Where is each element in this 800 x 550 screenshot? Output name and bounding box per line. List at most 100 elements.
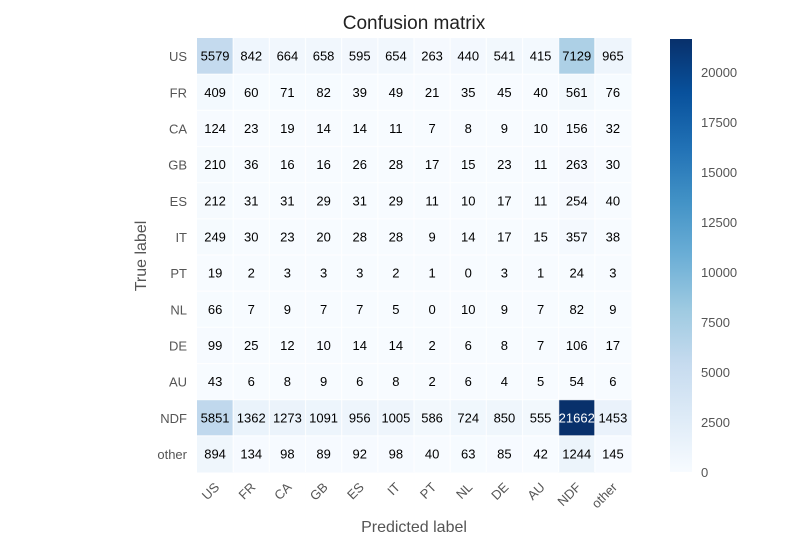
cell-value-label: 595 — [349, 49, 371, 64]
y-tick-labels: US FR CA GB ES IT PT NL DE AU NDF other — [157, 49, 187, 462]
heatmap-cell — [233, 182, 270, 220]
heatmap-cell — [594, 218, 632, 256]
heatmap-cell — [305, 218, 343, 256]
heatmap-cell — [594, 38, 632, 75]
heatmap-cell — [305, 74, 343, 111]
cell-value-label: 156 — [566, 121, 588, 136]
heatmap-cell — [450, 146, 487, 184]
cell-value-label: 54 — [570, 374, 584, 389]
cell-value-label: 11 — [534, 193, 548, 208]
heatmap-cell — [341, 218, 379, 256]
heatmap-cell — [558, 110, 596, 147]
heatmap-cell — [197, 182, 234, 220]
cell-value-label: 124 — [204, 121, 226, 136]
cell-value-label: 29 — [389, 193, 403, 208]
heatmap-cell — [450, 363, 487, 401]
heatmap-cell — [233, 291, 270, 328]
cell-value-label: 32 — [606, 121, 620, 136]
cell-value-label: 10 — [461, 302, 475, 317]
heatmap-cell — [522, 255, 560, 292]
heatmap-cell — [450, 291, 487, 328]
y-tick-label: CA — [169, 121, 187, 136]
cell-value-label: 14 — [353, 338, 367, 353]
cell-value-label: 10 — [461, 193, 475, 208]
cell-value-label: 5851 — [201, 410, 230, 425]
cell-value-label: 1244 — [562, 446, 591, 461]
cell-value-label: 263 — [421, 49, 443, 64]
heatmap-cell — [197, 255, 234, 292]
heatmap-cell — [377, 146, 415, 184]
heatmap-cell — [269, 363, 306, 401]
cell-value-label: 82 — [570, 302, 584, 317]
cell-value-label: 3 — [609, 266, 616, 281]
heatmap-cell — [341, 255, 379, 292]
x-axis-label: Predicted label — [361, 519, 467, 536]
heatmap-cell — [594, 363, 632, 401]
heatmap-cell — [522, 435, 560, 473]
colorbar-tick-label: 12500 — [701, 215, 737, 230]
cell-value-label: 586 — [421, 410, 443, 425]
heatmap-cell — [558, 291, 596, 328]
cell-value-label: 6 — [356, 374, 363, 389]
cell-value-label: 92 — [353, 446, 367, 461]
cell-value-label: 14 — [316, 121, 330, 136]
heatmap-cell — [450, 182, 487, 220]
heatmap-cell — [414, 74, 451, 111]
cell-value-label: 5 — [537, 374, 544, 389]
cell-value-label: 16 — [280, 157, 294, 172]
heatmap-cell — [341, 327, 379, 364]
heatmap-cell — [594, 74, 632, 111]
cell-value-label: 8 — [284, 374, 291, 389]
y-tick-label: other — [157, 447, 187, 462]
cell-value-label: 98 — [389, 446, 403, 461]
cell-value-label: 20 — [316, 229, 330, 244]
cell-value-label: 212 — [204, 193, 226, 208]
cell-value-label: 842 — [240, 49, 262, 64]
y-tick-label: DE — [169, 338, 187, 353]
cell-value-label: 3 — [356, 266, 363, 281]
cell-value-label: 89 — [316, 446, 330, 461]
heatmap-cell — [558, 363, 596, 401]
heatmap-cell — [341, 38, 379, 75]
heatmap-cell — [450, 255, 487, 292]
cell-value-label: 11 — [389, 121, 403, 136]
cell-value-label: 5579 — [201, 49, 230, 64]
cell-value-label: 6 — [609, 374, 616, 389]
heatmap-cell — [594, 435, 632, 473]
colorbar-tick-label: 7500 — [701, 315, 730, 330]
heatmap-cell — [269, 255, 306, 292]
heatmap-cell — [341, 399, 379, 437]
heatmap-cell — [341, 291, 379, 328]
heatmap-cell — [197, 435, 234, 473]
cell-value-label: 7 — [537, 338, 544, 353]
heatmap-cell — [269, 74, 306, 111]
cell-value-label: 21662 — [559, 410, 595, 425]
heatmap-cell — [197, 399, 234, 437]
heatmap-cell — [197, 218, 234, 256]
cell-value-label: 1362 — [237, 410, 266, 425]
y-tick-label: PT — [170, 266, 187, 281]
x-tick-label: FR — [236, 480, 259, 503]
heatmap-cell — [486, 218, 523, 256]
heatmap-cell — [522, 38, 560, 75]
heatmap-cell — [558, 218, 596, 256]
x-tick-label: GB — [307, 480, 331, 504]
heatmap-cell — [305, 182, 343, 220]
cell-value-label: 29 — [316, 193, 330, 208]
x-tick-label: NL — [453, 480, 475, 502]
heatmap-cell — [486, 435, 523, 473]
cell-value-label: 14 — [389, 338, 403, 353]
heatmap-cell — [486, 255, 523, 292]
colorbar-tick-label: 10000 — [701, 265, 737, 280]
heatmap-cell — [197, 74, 234, 111]
heatmap-cell — [414, 218, 451, 256]
heatmap-cell — [450, 38, 487, 75]
colorbar-tick-label: 5000 — [701, 365, 730, 380]
cell-value-label: 1453 — [598, 410, 627, 425]
cell-value-label: 263 — [566, 157, 588, 172]
cell-value-label: 17 — [497, 229, 511, 244]
cell-value-label: 2 — [428, 338, 435, 353]
heatmap-cell — [486, 38, 523, 75]
cell-value-label: 9 — [609, 302, 616, 317]
heatmap-cell — [558, 74, 596, 111]
